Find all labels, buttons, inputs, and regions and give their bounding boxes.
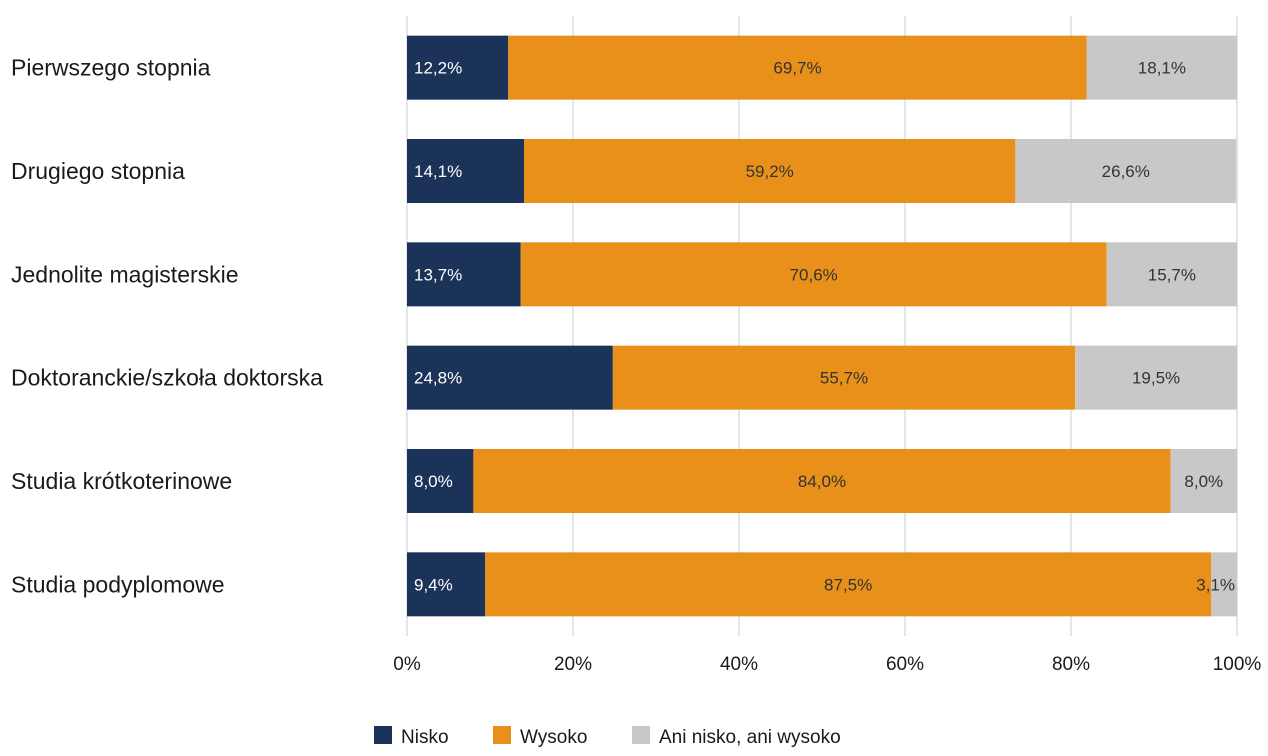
data-label: 3,1% (1196, 575, 1235, 594)
bar-nisko-4 (407, 449, 474, 513)
x-tick-label: 100% (1213, 654, 1262, 675)
data-label: 19,5% (1132, 369, 1180, 388)
data-label: 84,0% (798, 472, 846, 491)
x-tick-label: 60% (886, 654, 924, 675)
gridlines (406, 16, 1238, 636)
bar-wysoko-0 (508, 35, 1087, 100)
data-label: 12,2% (414, 59, 462, 78)
category-label: Doktoranckie/szkoła doktorska (11, 365, 323, 391)
legend: Nisko Wysoko Ani nisko, ani wysoko (374, 726, 841, 748)
bar-ani-nisko-ani-wysoko-4 (1170, 449, 1237, 513)
bar-nisko-1 (407, 139, 525, 203)
bar-wysoko-1 (524, 139, 1016, 203)
x-tick-label: 80% (1052, 654, 1090, 675)
bar-wysoko-4 (473, 449, 1171, 513)
bar-ani-nisko-ani-wysoko-3 (1075, 345, 1237, 410)
data-label: 18,1% (1138, 59, 1186, 78)
category-label: Studia krótkoterinowe (11, 468, 232, 494)
data-labels: 12,2% 69,7% 18,1% 14,1% 59,2% 26,6% 13,7% 70,6%… (414, 59, 1235, 595)
legend-swatch-nisko (374, 726, 392, 744)
bar-wysoko-3 (612, 345, 1076, 410)
category-label: Jednolite magisterskie (11, 261, 239, 287)
data-label: 26,6% (1102, 162, 1150, 181)
data-label: 59,2% (746, 162, 794, 181)
category-labels: Pierwszego stopnia Drugiego stopnia Jednol… (11, 55, 323, 598)
data-label: 15,7% (1148, 265, 1196, 284)
x-axis-ticks: 0% 20% 40% 60% 80% 100% (393, 654, 1261, 675)
bar-nisko-3 (407, 345, 613, 410)
bar-nisko-5 (407, 552, 486, 617)
category-label: Studia podyplomowe (11, 571, 225, 597)
bar-wysoko-5 (485, 552, 1212, 617)
data-label: 8,0% (1184, 472, 1223, 491)
data-label: 8,0% (414, 472, 453, 491)
x-tick-label: 20% (554, 654, 592, 675)
category-label: Pierwszego stopnia (11, 55, 211, 81)
bars (407, 35, 1237, 617)
legend-swatch-wysoko (493, 726, 511, 744)
legend-swatch-ani-nisko-ani-wysoko (632, 726, 650, 744)
data-label: 9,4% (414, 575, 453, 594)
bar-ani-nisko-ani-wysoko-1 (1015, 139, 1237, 203)
data-label: 13,7% (414, 265, 462, 284)
bar-wysoko-2 (520, 242, 1107, 307)
x-tick-label: 40% (720, 654, 758, 675)
bar-ani-nisko-ani-wysoko-2 (1106, 242, 1237, 307)
bar-ani-nisko-ani-wysoko-0 (1086, 35, 1237, 100)
data-label: 69,7% (773, 59, 821, 78)
legend-label: Wysoko (520, 727, 587, 748)
bar-nisko-2 (407, 242, 521, 307)
data-label: 87,5% (824, 575, 872, 594)
data-label: 70,6% (790, 265, 838, 284)
data-label: 55,7% (820, 369, 868, 388)
data-label: 14,1% (414, 162, 462, 181)
category-label: Drugiego stopnia (11, 158, 185, 184)
data-label: 24,8% (414, 369, 462, 388)
legend-label: Ani nisko, ani wysoko (659, 727, 841, 748)
bar-ani-nisko-ani-wysoko-5 (1211, 552, 1237, 617)
legend-label: Nisko (401, 727, 449, 748)
x-tick-label: 0% (393, 654, 421, 675)
bar-nisko-0 (407, 35, 509, 100)
